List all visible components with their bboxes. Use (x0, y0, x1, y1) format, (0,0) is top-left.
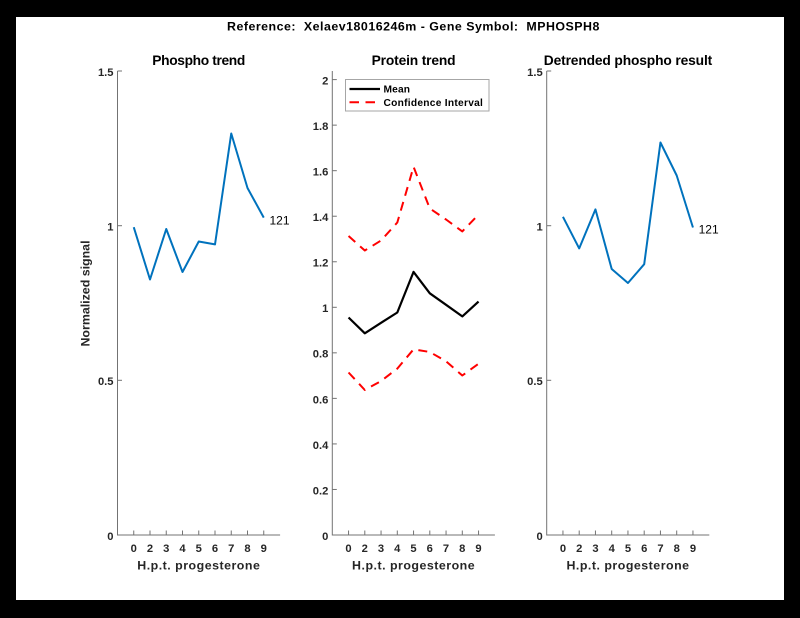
svg-text:3: 3 (163, 543, 169, 555)
svg-text:3: 3 (378, 543, 384, 555)
svg-text:5: 5 (410, 543, 416, 555)
svg-text:7: 7 (443, 543, 449, 555)
svg-text:0.4: 0.4 (313, 440, 329, 452)
svg-text:H.p.t. progesterone: H.p.t. progesterone (566, 559, 689, 573)
svg-text:Confidence Interval: Confidence Interval (384, 98, 484, 109)
svg-text:2: 2 (362, 543, 368, 555)
svg-text:1.2: 1.2 (313, 258, 329, 270)
svg-text:Detrended phospho result: Detrended phospho result (544, 53, 713, 68)
svg-text:0: 0 (345, 543, 351, 555)
svg-text:0.2: 0.2 (313, 485, 329, 497)
svg-text:7: 7 (657, 543, 663, 555)
svg-text:Normalized signal: Normalized signal (79, 240, 93, 346)
svg-text:0.6: 0.6 (313, 394, 329, 406)
svg-text:8: 8 (674, 543, 680, 555)
svg-text:2: 2 (147, 543, 153, 555)
svg-text:8: 8 (459, 543, 465, 555)
svg-text:0: 0 (322, 531, 328, 543)
svg-text:5: 5 (625, 543, 631, 555)
svg-text:Phospho trend: Phospho trend (152, 53, 245, 68)
svg-text:1.6: 1.6 (313, 167, 329, 179)
svg-text:3: 3 (592, 543, 598, 555)
svg-text:2: 2 (576, 543, 582, 555)
svg-text:9: 9 (690, 543, 696, 555)
svg-text:1.4: 1.4 (313, 212, 329, 224)
svg-text:6: 6 (212, 543, 218, 555)
svg-text:2: 2 (322, 76, 328, 88)
svg-text:121: 121 (699, 222, 719, 236)
svg-text:0: 0 (131, 543, 137, 555)
svg-text:0: 0 (536, 531, 542, 543)
svg-text:1: 1 (536, 222, 542, 234)
svg-text:1: 1 (322, 303, 328, 315)
svg-text:0.5: 0.5 (527, 376, 543, 388)
svg-text:Reference: Xelaev18016246m -: Reference: Xelaev18016246m - Gene Symbol… (227, 19, 599, 33)
svg-text:4: 4 (609, 543, 616, 555)
svg-text:0: 0 (560, 543, 566, 555)
svg-text:H.p.t. progesterone: H.p.t. progesterone (137, 559, 260, 573)
svg-text:Protein trend: Protein trend (372, 53, 456, 68)
svg-text:121: 121 (270, 213, 290, 227)
svg-text:1.5: 1.5 (527, 67, 543, 79)
svg-text:7: 7 (228, 543, 234, 555)
svg-text:4: 4 (179, 543, 186, 555)
svg-text:8: 8 (244, 543, 250, 555)
svg-text:0.5: 0.5 (98, 376, 114, 388)
svg-text:6: 6 (641, 543, 647, 555)
svg-text:0.8: 0.8 (313, 349, 329, 361)
svg-text:1.5: 1.5 (98, 67, 114, 79)
svg-text:Mean: Mean (384, 85, 411, 96)
svg-text:9: 9 (475, 543, 481, 555)
svg-text:1.8: 1.8 (313, 121, 329, 133)
svg-text:1: 1 (107, 222, 113, 234)
svg-text:5: 5 (196, 543, 202, 555)
svg-text:6: 6 (427, 543, 433, 555)
svg-text:0: 0 (107, 531, 113, 543)
svg-text:4: 4 (394, 543, 401, 555)
svg-text:H.p.t. progesterone: H.p.t. progesterone (352, 559, 475, 573)
svg-text:9: 9 (261, 543, 267, 555)
